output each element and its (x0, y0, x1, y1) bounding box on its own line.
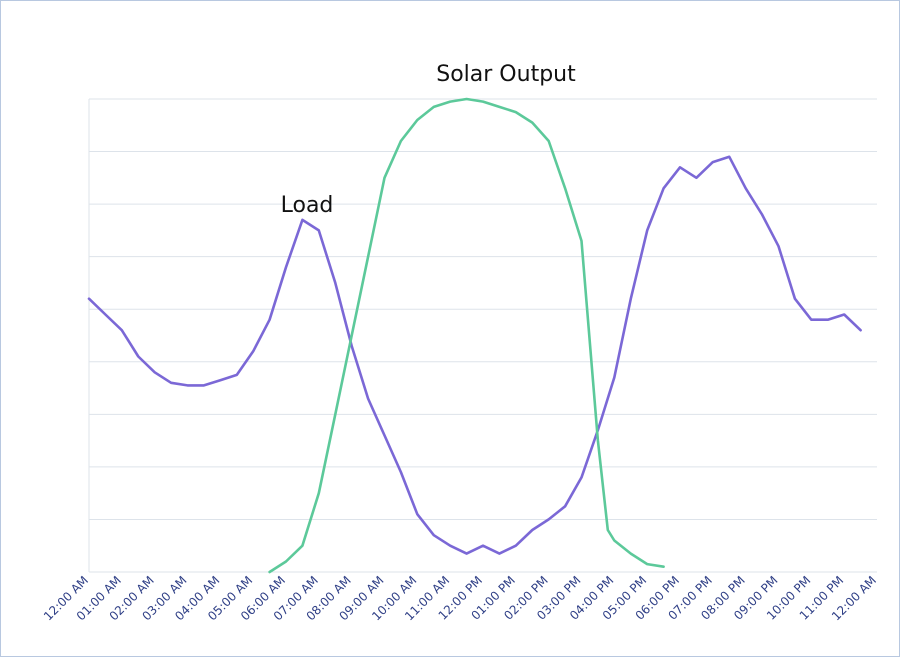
series-label-solar-output: Solar Output (436, 62, 576, 87)
series-line-solar-output (268, 97, 665, 574)
series-lines (87, 97, 862, 574)
series-label-load: Load (281, 193, 334, 218)
series-line-load (87, 155, 862, 555)
series-labels: Load Solar Output (281, 62, 576, 218)
gridlines (88, 98, 877, 573)
